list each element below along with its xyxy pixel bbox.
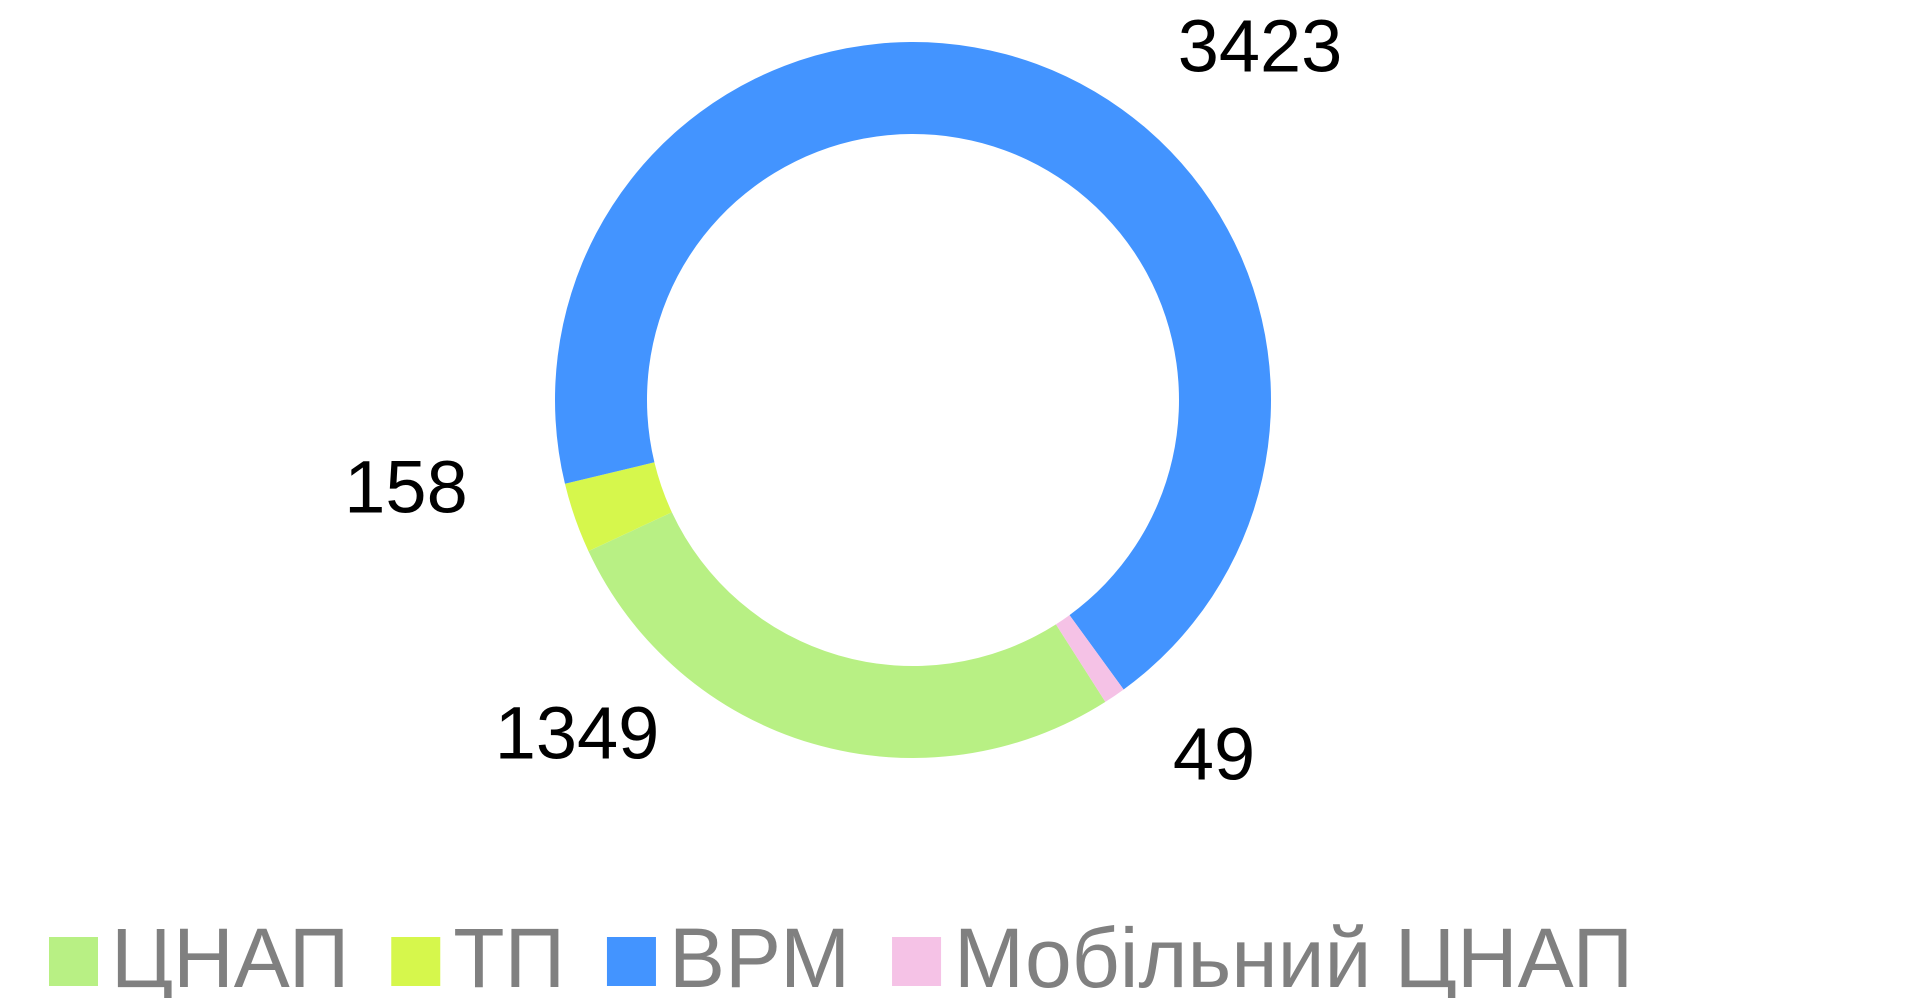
legend-label: ТП bbox=[453, 911, 565, 998]
data-label: 1349 bbox=[495, 692, 660, 775]
data-label: 49 bbox=[1173, 713, 1255, 796]
data-label: 158 bbox=[344, 446, 467, 529]
legend-label: ЦНАП bbox=[111, 911, 349, 998]
donut-segment bbox=[1055, 615, 1124, 702]
donut-segment bbox=[588, 512, 1106, 758]
legend-swatch bbox=[49, 937, 98, 986]
legend-swatch bbox=[892, 937, 942, 986]
data-label: 3423 bbox=[1178, 5, 1343, 88]
legend-label: ВРМ bbox=[669, 911, 850, 998]
legend-label: Мобільний ЦНАП bbox=[954, 911, 1633, 998]
donut-segment bbox=[564, 462, 672, 552]
legend-swatch bbox=[606, 937, 656, 986]
legend-swatch bbox=[391, 937, 441, 986]
